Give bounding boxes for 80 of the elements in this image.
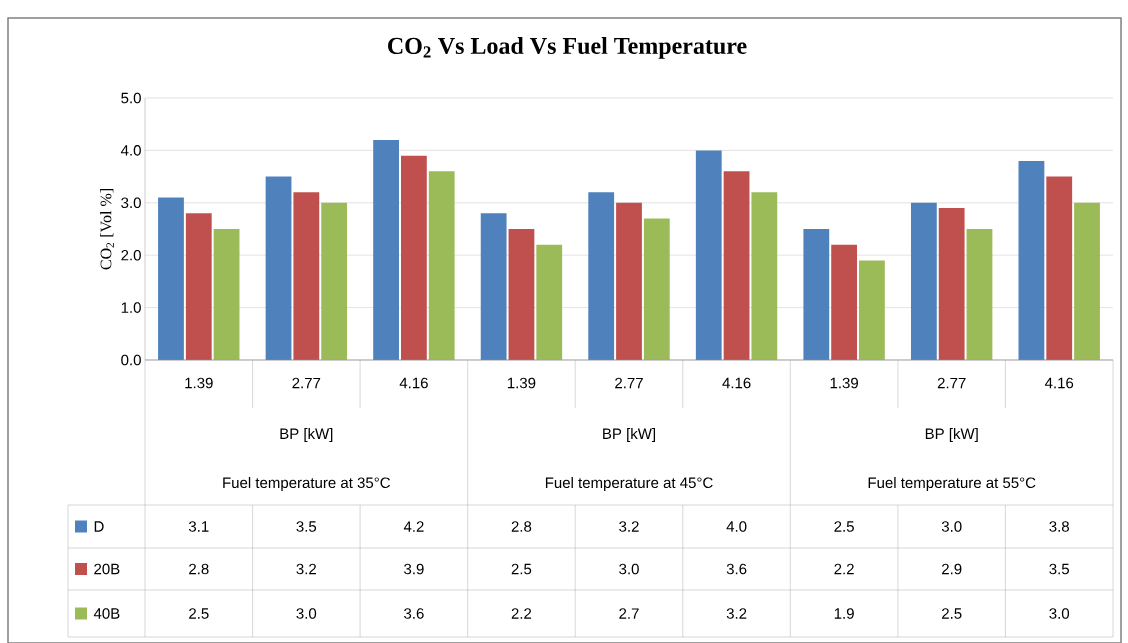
- bar: [293, 192, 320, 360]
- data-label: 3.9: [404, 563, 424, 575]
- y-tick-label: 1.0: [121, 302, 141, 313]
- x-tick-label: 4.16: [399, 377, 428, 389]
- data-label: 3.5: [296, 521, 317, 532]
- bar: [966, 229, 993, 360]
- x-tick-label: 2.77: [937, 377, 966, 389]
- x-tick-label: 1.39: [830, 377, 858, 389]
- text: Fuel temperature at 45°C: [545, 477, 713, 491]
- text: BP [kW]: [925, 428, 978, 442]
- data-label: 3.1: [188, 521, 209, 532]
- x-tick-label: 1.39: [185, 377, 213, 389]
- x-axis-title: BP [kW]: [280, 428, 333, 442]
- data-label: 3.6: [404, 608, 424, 619]
- data-label: 3.8: [1049, 521, 1069, 532]
- bar: [1074, 202, 1100, 360]
- legend-label: 40B: [93, 608, 120, 619]
- data-label: 3.0: [1049, 608, 1070, 619]
- data-label: 2.2: [834, 563, 854, 575]
- text: Fuel temperature at 55°C: [868, 477, 1036, 491]
- chart-title: CO$_{2}$ Vs Load Vs Fuel Temperature: [388, 37, 747, 59]
- y-tick-label: 4.0: [120, 145, 141, 156]
- bar: [508, 229, 535, 360]
- bar: [400, 155, 427, 360]
- y-tick-label: 2.0: [121, 249, 141, 261]
- x-tick-label: 2.77: [615, 377, 643, 389]
- bar: [803, 229, 830, 360]
- legend-label: D: [94, 521, 104, 532]
- bar: [158, 197, 184, 360]
- data-label: 3.6: [726, 563, 747, 575]
- legend-label: 20B: [94, 563, 120, 575]
- bar: [938, 208, 965, 360]
- data-label: 4.2: [403, 521, 424, 532]
- data-label: 2.8: [189, 563, 209, 575]
- bar: [321, 202, 348, 360]
- bar: [643, 218, 670, 360]
- text: Fuel temperature at 35°C: [223, 477, 390, 491]
- data-label: 2.2: [511, 608, 532, 619]
- bar: [373, 139, 399, 360]
- bar: [1018, 160, 1045, 360]
- bar: [213, 229, 240, 360]
- bar: [831, 244, 858, 360]
- data-label: 3.2: [726, 608, 747, 619]
- bar: [751, 192, 778, 360]
- y-tick-label: 3.0: [121, 197, 141, 209]
- data-label: 2.7: [619, 608, 639, 619]
- data-label: 2.9: [942, 563, 962, 575]
- data-label: 1.9: [834, 608, 854, 619]
- bar: [616, 202, 642, 360]
- bar: [859, 260, 885, 360]
- bar: [588, 192, 615, 360]
- data-label: 3.5: [1049, 563, 1070, 575]
- data-label: 3.2: [619, 521, 639, 532]
- bar: [428, 171, 455, 360]
- data-label: 2.5: [511, 563, 532, 575]
- data-label: 2.5: [942, 608, 962, 619]
- data-label: 3.0: [941, 521, 962, 532]
- bar: [265, 176, 292, 360]
- data-label: 3.0: [296, 608, 317, 619]
- y-axis-title: CO$_{2}$ [Vol %]: [100, 189, 114, 270]
- x-tick-label: 4.16: [722, 377, 751, 389]
- bar: [723, 171, 750, 360]
- y-tick-label: 5.0: [121, 92, 141, 104]
- data-label: 2.5: [189, 608, 209, 619]
- y-tick-label: 0.0: [121, 354, 141, 366]
- bar: [185, 213, 212, 360]
- bar: [536, 244, 563, 360]
- bar: [1046, 176, 1073, 360]
- data-label: 2.5: [834, 521, 854, 532]
- bar: [910, 202, 937, 360]
- bar: [695, 150, 722, 360]
- x-tick-label: 1.39: [507, 377, 536, 389]
- x-tick-label: 4.16: [1044, 377, 1074, 389]
- data-label: 3.2: [296, 563, 316, 575]
- data-label: 3.0: [619, 563, 639, 575]
- bar: [480, 213, 507, 360]
- x-tick-label: 2.77: [292, 377, 321, 389]
- text: BP [kW]: [603, 428, 656, 442]
- data-label: 4.0: [726, 521, 747, 532]
- data-label: 2.8: [511, 521, 532, 532]
